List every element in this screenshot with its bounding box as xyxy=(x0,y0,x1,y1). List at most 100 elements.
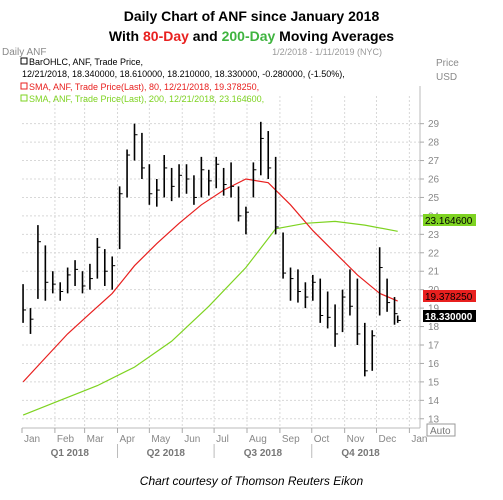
y-tick-label: 17 xyxy=(428,341,440,352)
ohlc-bars xyxy=(22,121,401,377)
ohlc-bar xyxy=(259,121,264,176)
ohlc-bar xyxy=(267,131,272,179)
legend-sma80-swatch xyxy=(20,82,28,90)
ohlc-bar xyxy=(51,271,56,294)
y-tick-label: 28 xyxy=(428,138,440,149)
ohlc-bar xyxy=(170,167,175,202)
x-month-label: Jan xyxy=(24,434,40,445)
x-month-label: Feb xyxy=(57,434,75,445)
chart-credit: Chart courtesy of Thomson Reuters Eikon xyxy=(139,474,364,488)
ohlc-bar xyxy=(245,206,249,235)
x-quarter-label: Q4 2018 xyxy=(341,448,380,459)
ohlc-bar xyxy=(393,297,398,325)
ohlc-bar xyxy=(59,282,64,301)
ohlc-bar xyxy=(200,156,205,198)
ohlc-bar xyxy=(230,162,235,198)
chart-background xyxy=(0,44,503,470)
symbol-label: Daily ANF xyxy=(2,47,46,58)
ohlc-bar xyxy=(22,284,27,323)
sma200-series xyxy=(22,220,398,416)
subtitle-suffix: Moving Averages xyxy=(275,28,395,44)
auto-button-box[interactable] xyxy=(426,423,456,437)
ohlc-bar xyxy=(133,123,138,161)
ohlc-bar xyxy=(289,267,294,301)
ohlc-bar xyxy=(371,330,376,371)
ohlc-bar xyxy=(66,267,71,294)
ohlc-bar xyxy=(386,278,391,312)
ohlc-bar xyxy=(326,291,331,329)
legend-sma80: SMA, ANF, Trade Price(Last), 80, 12/21/2… xyxy=(29,82,259,92)
x-month-label: Aug xyxy=(249,434,267,445)
ohlc-bar xyxy=(312,274,316,301)
x-month-label: May xyxy=(151,434,170,445)
subtitle-prefix: With xyxy=(108,28,143,44)
ohlc-bar xyxy=(81,271,86,294)
y-tick-label: 29 xyxy=(428,119,440,130)
ohlc-bar xyxy=(96,238,101,279)
x-month-label: Jul xyxy=(216,434,229,445)
ohlc-bar xyxy=(178,164,183,198)
ohlc-bar xyxy=(222,167,227,196)
ohlc-bar xyxy=(103,249,108,286)
ohlc-bar xyxy=(29,308,34,334)
ohlc-bar xyxy=(215,156,220,189)
sma200-tag-bg xyxy=(423,214,476,226)
ohlc-bar xyxy=(304,282,309,309)
x-month-label: Oct xyxy=(314,434,330,445)
legend-bar-line1: BarOHLC, ANF, Trade Price, xyxy=(29,57,143,67)
auto-button[interactable]: Auto xyxy=(426,423,456,437)
subtitle-80-day: 80-Day xyxy=(143,28,189,44)
ohlc-bar xyxy=(126,149,131,198)
chart-subtitle: With 80-Day and 200-Day Moving Averages xyxy=(0,28,503,44)
ohlc-bar xyxy=(274,156,279,235)
y-tick-label: 22 xyxy=(428,248,440,259)
y-tick-label: 16 xyxy=(428,359,440,370)
ohlc-bar xyxy=(237,186,242,222)
ohlc-bar xyxy=(356,278,361,345)
x-quarter-label: Q2 2018 xyxy=(147,448,186,459)
x-month-label: Apr xyxy=(120,434,136,445)
ohlc-bar xyxy=(89,263,93,290)
y-tick-label: 21 xyxy=(428,267,440,278)
x-month-label: Nov xyxy=(347,434,365,445)
x-quarter-label: Q3 2018 xyxy=(244,448,283,459)
x-month-label: Mar xyxy=(87,434,105,445)
close-tag-bg xyxy=(423,310,476,322)
ohlc-bar xyxy=(378,247,383,316)
ohlc-bar xyxy=(193,175,197,205)
currency-axis-label: USD xyxy=(436,72,457,83)
legend: BarOHLC, ANF, Trade Price, 12/21/2018, 1… xyxy=(20,57,345,104)
x-month-label: Jan xyxy=(411,434,427,445)
legend-bar-swatch xyxy=(20,57,28,65)
x-quarter-label: Q1 2018 xyxy=(51,448,90,459)
y-tick-label: 23 xyxy=(428,230,440,241)
x-axis: Jan Feb Mar Apr May Jun Jul Aug Sep Oct Nov Dec Jan Q… xyxy=(21,427,428,459)
y-tick-label: 13 xyxy=(428,414,440,425)
y-tick-label: 18 xyxy=(428,322,440,333)
ohlc-bar xyxy=(155,179,160,207)
ohlc-bar xyxy=(349,269,353,316)
sma200-tag: 23.164600 xyxy=(425,216,473,227)
y-tick-label: 25 xyxy=(428,193,440,204)
sma200-line xyxy=(22,220,398,416)
ohlc-bar xyxy=(37,225,41,299)
subtitle-mid: and xyxy=(188,28,222,44)
close-tag: 18.330000 xyxy=(425,312,473,323)
y-tick-label: 14 xyxy=(428,396,440,407)
sma80-tag: 19.378250 xyxy=(425,292,473,303)
ohlc-bar xyxy=(118,186,123,250)
date-range: 1/2/2018 - 1/11/2019 (NYC) xyxy=(272,47,382,57)
grid xyxy=(22,96,420,428)
ohlc-bar xyxy=(74,260,79,286)
y-tick-label: 15 xyxy=(428,377,440,388)
ohlc-bar xyxy=(148,164,153,205)
ohlc-bar xyxy=(141,132,145,179)
ohlc-bar xyxy=(185,164,190,194)
auto-button-label[interactable]: Auto xyxy=(430,426,451,437)
price-axis-label: Price xyxy=(436,58,459,69)
ohlc-bar xyxy=(396,315,401,323)
subtitle-200-day: 200-Day xyxy=(221,28,276,44)
sma80-series xyxy=(22,178,398,383)
ohlc-bar xyxy=(207,169,212,196)
price-chart: 1314151617181920212223242526272829 JanFe… xyxy=(0,44,503,470)
